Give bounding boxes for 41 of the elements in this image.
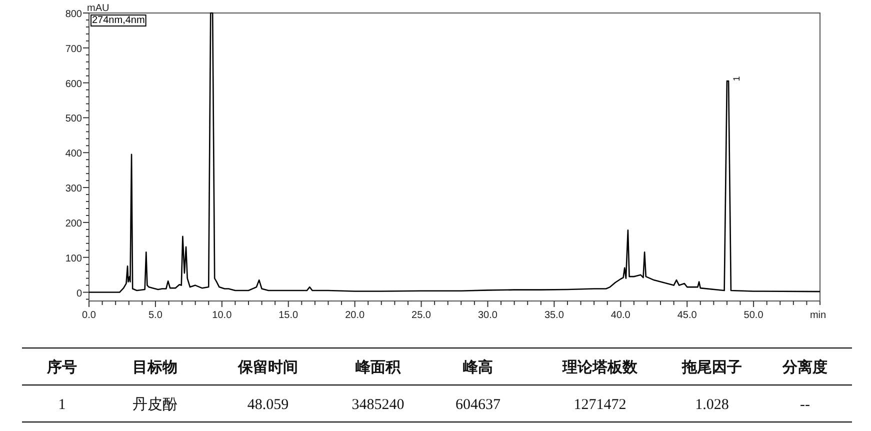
text: 1 — [58, 397, 66, 413]
text: 理论塔板数 — [562, 359, 638, 376]
y-tick-label: 400 — [65, 148, 82, 160]
text: 丹皮酚 — [132, 396, 178, 413]
x-axis-title: min — [810, 310, 826, 321]
text: 1.028 — [695, 397, 729, 413]
text: 604637 — [456, 397, 501, 413]
annotation: 1 — [732, 76, 742, 82]
x-tick-label: 15.0 — [278, 310, 299, 321]
y-tick-label: 700 — [65, 44, 82, 55]
x-tick-label: 5.0 — [148, 310, 163, 321]
text: 目标物 — [132, 359, 178, 376]
text: -- — [800, 397, 810, 413]
text: 峰面积 — [356, 359, 402, 376]
y-tick-label: 200 — [65, 218, 82, 230]
annotation: 274nm,4nm — [92, 15, 145, 26]
text: 拖尾因子 — [681, 359, 742, 376]
text: 序号 — [46, 358, 77, 376]
line-series — [88, 12, 821, 293]
y-tick-label: 0 — [76, 288, 82, 300]
y-tick-label: 600 — [65, 78, 82, 90]
y-tick-label: 300 — [65, 184, 82, 195]
text: 分离度 — [782, 358, 828, 376]
x-tick-label: 50.0 — [744, 310, 764, 321]
x-tick-label: 35.0 — [544, 310, 564, 321]
text: 保留时间 — [237, 359, 298, 376]
text: 48.059 — [247, 397, 289, 413]
x-tick-label: 25.0 — [412, 310, 432, 321]
x-tick-label: 40.0 — [610, 310, 631, 321]
x-tick-label: 30.0 — [478, 310, 498, 321]
x-tick-label: 45.0 — [677, 310, 698, 321]
y-tick-label: 800 — [65, 9, 82, 20]
y-tick-label: 100 — [65, 253, 82, 264]
text: 3485240 — [352, 397, 404, 413]
x-tick-label: 10.0 — [212, 310, 232, 321]
text: 1271472 — [574, 397, 626, 413]
x-tick-label: 0.0 — [82, 310, 96, 321]
y-tick-label: 500 — [65, 114, 82, 125]
text: 峰高 — [463, 358, 493, 376]
x-tick-label: 20.0 — [345, 310, 365, 321]
y-axis-title: mAU — [87, 3, 110, 14]
